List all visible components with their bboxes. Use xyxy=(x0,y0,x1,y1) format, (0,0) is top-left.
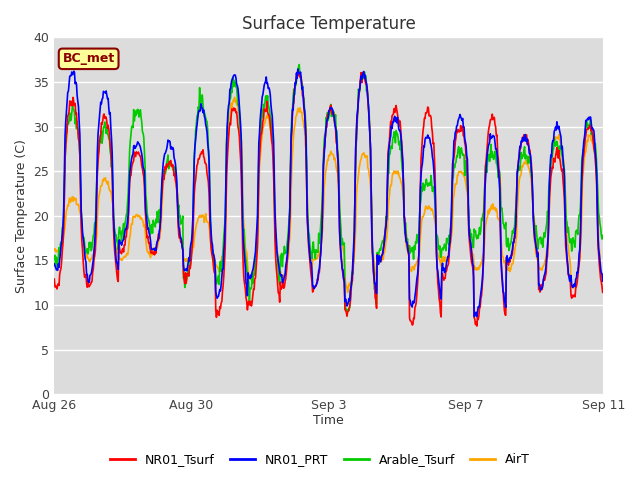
NR01_PRT xyxy=(294,66,301,72)
Line: Arable_Tsurf: Arable_Tsurf xyxy=(54,65,603,312)
AirT xyxy=(344,289,351,295)
Arable_Tsurf xyxy=(343,309,351,314)
NR01_Tsurf xyxy=(51,276,58,282)
Line: NR01_Tsurf: NR01_Tsurf xyxy=(54,72,603,326)
Y-axis label: Surface Temperature (C): Surface Temperature (C) xyxy=(15,139,28,293)
NR01_Tsurf xyxy=(124,218,132,224)
NR01_PRT xyxy=(161,150,169,156)
Line: AirT: AirT xyxy=(54,97,603,292)
AirT xyxy=(161,169,169,175)
Text: BC_met: BC_met xyxy=(63,52,115,65)
Arable_Tsurf xyxy=(113,238,121,244)
Arable_Tsurf xyxy=(295,62,303,68)
NR01_PRT xyxy=(471,313,479,319)
Arable_Tsurf xyxy=(471,229,479,235)
NR01_PRT xyxy=(124,211,132,216)
AirT xyxy=(124,248,132,254)
Arable_Tsurf xyxy=(599,233,607,239)
Arable_Tsurf xyxy=(51,256,58,262)
NR01_Tsurf xyxy=(381,226,389,232)
Legend: NR01_Tsurf, NR01_PRT, Arable_Tsurf, AirT: NR01_Tsurf, NR01_PRT, Arable_Tsurf, AirT xyxy=(105,448,535,471)
Title: Surface Temperature: Surface Temperature xyxy=(242,15,416,33)
NR01_Tsurf xyxy=(293,69,301,75)
NR01_Tsurf xyxy=(161,164,169,169)
NR01_Tsurf xyxy=(470,314,478,320)
NR01_Tsurf xyxy=(113,271,121,277)
Arable_Tsurf xyxy=(382,214,390,219)
NR01_Tsurf xyxy=(599,289,607,295)
NR01_PRT xyxy=(470,313,478,319)
X-axis label: Time: Time xyxy=(314,414,344,427)
AirT xyxy=(382,238,390,244)
AirT xyxy=(231,95,239,100)
Line: NR01_PRT: NR01_PRT xyxy=(54,69,603,316)
AirT xyxy=(113,249,121,254)
NR01_PRT xyxy=(113,260,121,265)
AirT xyxy=(51,248,58,253)
NR01_PRT xyxy=(51,261,58,267)
NR01_PRT xyxy=(335,193,343,199)
NR01_PRT xyxy=(599,278,607,284)
NR01_Tsurf xyxy=(473,323,481,329)
NR01_Tsurf xyxy=(335,197,343,203)
Arable_Tsurf xyxy=(335,177,343,183)
AirT xyxy=(335,181,343,187)
NR01_PRT xyxy=(381,228,389,234)
Arable_Tsurf xyxy=(124,188,132,193)
Arable_Tsurf xyxy=(161,171,169,177)
AirT xyxy=(599,276,607,282)
AirT xyxy=(471,266,479,272)
